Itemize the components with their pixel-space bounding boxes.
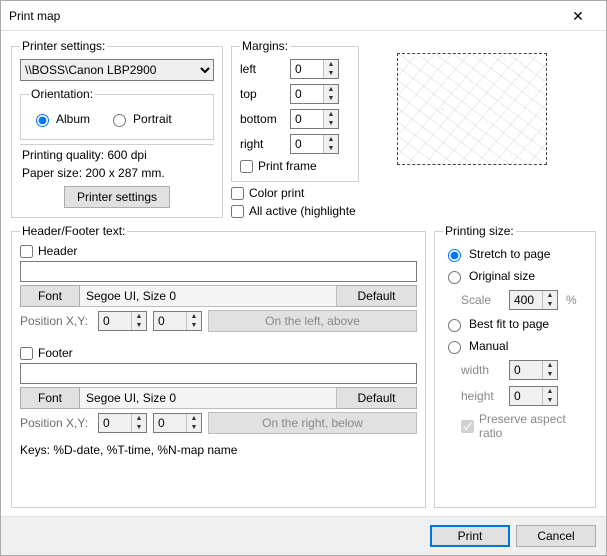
margin-top-input[interactable] — [291, 85, 323, 103]
header-label: Header — [38, 244, 77, 258]
size-stretch-label: Stretch to page — [469, 247, 550, 261]
color-print-checkbox[interactable] — [231, 187, 244, 200]
header-pos-x[interactable]: ▲▼ — [98, 311, 147, 331]
size-manual-radio[interactable] — [448, 341, 461, 354]
print-button[interactable]: Print — [430, 525, 510, 547]
print-frame-checkbox[interactable] — [240, 160, 253, 173]
orientation-album[interactable]: Album — [31, 111, 90, 127]
footer-pos-y[interactable]: ▲▼ — [153, 413, 202, 433]
color-print-label: Color print — [249, 186, 304, 200]
orientation-group: Orientation: Album Portrait — [20, 87, 214, 140]
footer-font-button[interactable]: Font — [20, 387, 80, 409]
size-original-label: Original size — [469, 269, 535, 283]
orientation-portrait[interactable]: Portrait — [108, 111, 172, 127]
width-spin[interactable]: ▲▼ — [509, 360, 558, 380]
orientation-portrait-radio[interactable] — [113, 114, 126, 127]
printing-size-group: Printing size: Stretch to page Original … — [434, 224, 596, 508]
print-frame-label: Print frame — [258, 159, 317, 173]
header-font-display: Segoe UI, Size 0 — [80, 285, 337, 307]
margin-left-spin[interactable]: ▲▼ — [290, 59, 339, 79]
footer-pos-button[interactable]: On the right, below — [208, 412, 417, 434]
close-icon[interactable]: ✕ — [558, 2, 598, 30]
preserve-aspect-checkbox[interactable] — [461, 420, 474, 433]
footer-pos-x-input[interactable] — [99, 414, 131, 432]
height-spin[interactable]: ▲▼ — [509, 386, 558, 406]
orientation-portrait-label: Portrait — [133, 112, 172, 126]
margin-bottom-input[interactable] — [291, 110, 323, 128]
window-title: Print map — [9, 9, 558, 23]
margin-top-spin[interactable]: ▲▼ — [290, 84, 339, 104]
header-pos-y-input[interactable] — [154, 312, 186, 330]
size-stretch[interactable]: Stretch to page — [443, 246, 587, 262]
margin-right-label: right — [240, 137, 284, 151]
margin-bottom-spin[interactable]: ▲▼ — [290, 109, 339, 129]
cancel-button[interactable]: Cancel — [516, 525, 596, 547]
header-pos-label: Position X,Y: — [20, 314, 92, 328]
header-footer-legend: Header/Footer text: — [20, 224, 127, 238]
footer-default-button[interactable]: Default — [337, 387, 417, 409]
orientation-album-label: Album — [56, 112, 90, 126]
size-stretch-radio[interactable] — [448, 249, 461, 262]
header-font-button[interactable]: Font — [20, 285, 80, 307]
header-checkbox[interactable] — [20, 245, 33, 258]
size-bestfit-radio[interactable] — [448, 319, 461, 332]
paper-size-line: Paper size: 200 x 287 mm. — [20, 166, 214, 180]
printer-settings-button[interactable]: Printer settings — [64, 186, 170, 208]
height-input[interactable] — [510, 387, 542, 405]
footer-label: Footer — [38, 346, 73, 360]
header-pos-y[interactable]: ▲▼ — [153, 311, 202, 331]
header-text-input[interactable] — [20, 261, 417, 282]
footer-pos-label: Position X,Y: — [20, 416, 92, 430]
all-active-label: All active (highlighte — [249, 204, 356, 218]
footer-checkbox[interactable] — [20, 347, 33, 360]
size-original[interactable]: Original size — [443, 268, 587, 284]
size-original-radio[interactable] — [448, 271, 461, 284]
scale-input[interactable] — [510, 291, 542, 309]
header-pos-x-input[interactable] — [99, 312, 131, 330]
header-footer-group: Header/Footer text: Header Font Segoe UI… — [11, 224, 426, 508]
margin-right-input[interactable] — [291, 135, 323, 153]
print-quality-line: Printing quality: 600 dpi — [20, 144, 214, 162]
keys-hint: Keys: %D-date, %T-time, %N-map name — [20, 443, 417, 457]
print-preview — [397, 53, 547, 165]
size-manual-label: Manual — [469, 339, 508, 353]
margins-group: Margins: left ▲▼ top ▲▼ bottom ▲▼ right — [231, 39, 359, 182]
margin-top-label: top — [240, 87, 284, 101]
header-pos-button[interactable]: On the left, above — [208, 310, 417, 332]
footer-font-display: Segoe UI, Size 0 — [80, 387, 337, 409]
orientation-album-radio[interactable] — [36, 114, 49, 127]
scale-label: Scale — [461, 293, 501, 307]
margin-left-label: left — [240, 62, 284, 76]
footer-pos-y-input[interactable] — [154, 414, 186, 432]
scale-unit: % — [566, 293, 577, 307]
footer-text-input[interactable] — [20, 363, 417, 384]
preserve-aspect-label: Preserve aspect ratio — [479, 412, 587, 440]
height-label: height — [461, 389, 501, 403]
scale-spin[interactable]: ▲▼ — [509, 290, 558, 310]
width-label: width — [461, 363, 501, 377]
margin-left-input[interactable] — [291, 60, 323, 78]
margin-right-spin[interactable]: ▲▼ — [290, 134, 339, 154]
orientation-legend: Orientation: — [29, 87, 95, 101]
header-default-button[interactable]: Default — [337, 285, 417, 307]
all-active-checkbox[interactable] — [231, 205, 244, 218]
printer-select[interactable]: \\BOSS\Canon LBP2900 — [20, 59, 214, 81]
footer-pos-x[interactable]: ▲▼ — [98, 413, 147, 433]
size-bestfit-label: Best fit to page — [469, 317, 549, 331]
size-manual[interactable]: Manual — [443, 338, 587, 354]
printer-settings-group: Printer settings: \\BOSS\Canon LBP2900 O… — [11, 39, 223, 218]
printing-size-legend: Printing size: — [443, 224, 516, 238]
margin-bottom-label: bottom — [240, 112, 284, 126]
size-bestfit[interactable]: Best fit to page — [443, 316, 587, 332]
margins-legend: Margins: — [240, 39, 290, 53]
width-input[interactable] — [510, 361, 542, 379]
printer-settings-legend: Printer settings: — [20, 39, 107, 53]
